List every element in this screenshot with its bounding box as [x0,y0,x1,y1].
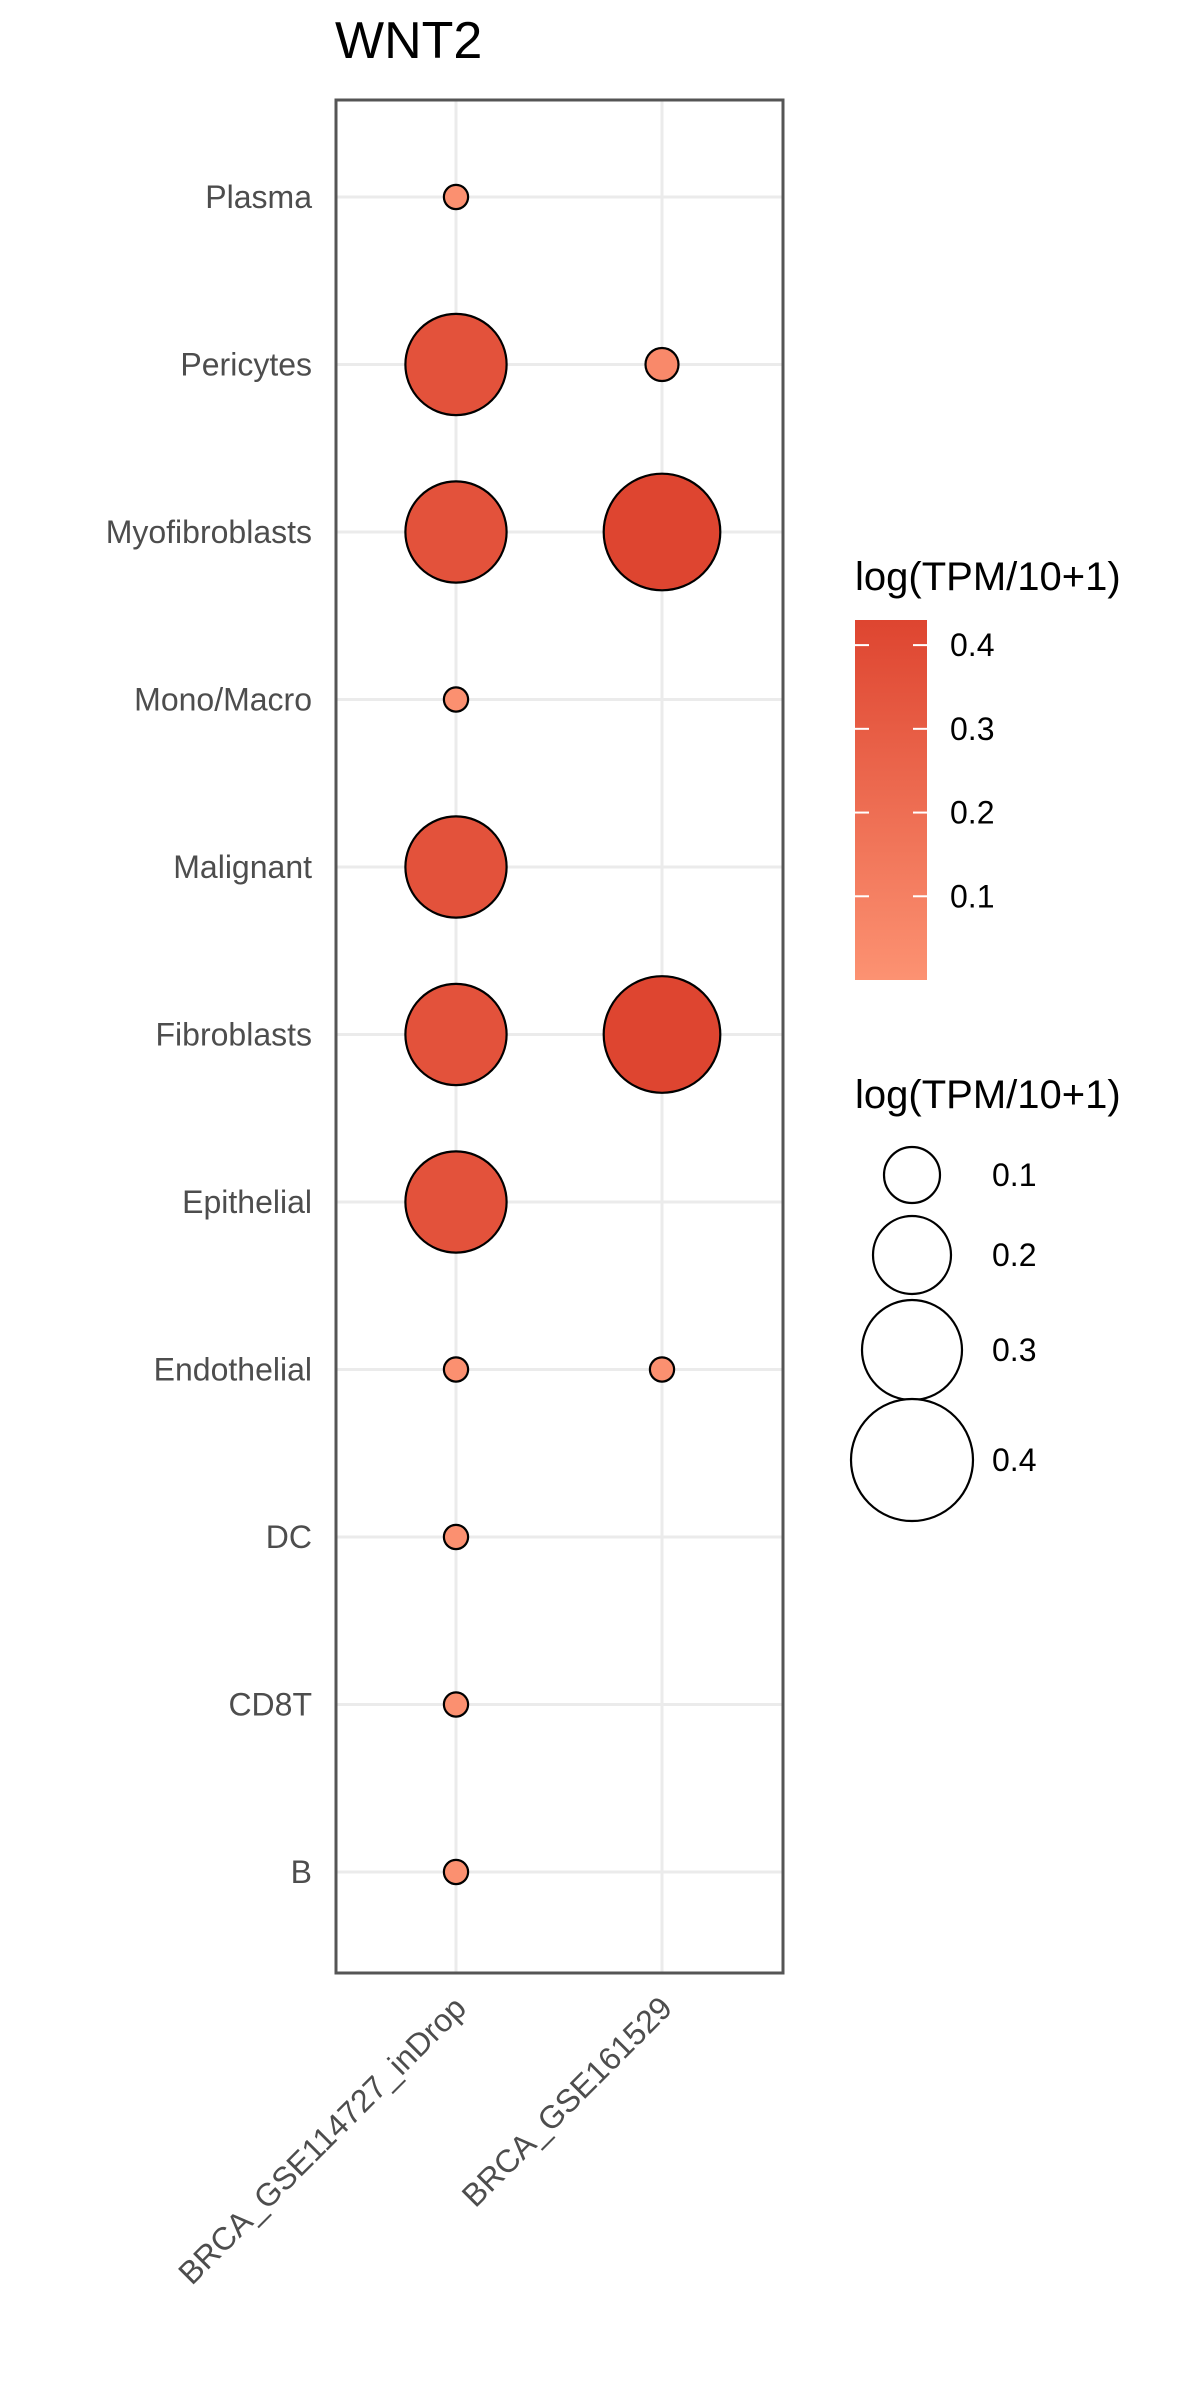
y-tick-label: Malignant [173,849,312,885]
size-legend: log(TPM/10+1) 0.1 0.2 0.3 0.4 [849,1073,1121,1523]
data-point [648,1356,676,1383]
y-tick-label: Endothelial [154,1352,312,1388]
y-tick-label: Fibroblasts [156,1017,313,1053]
data-point [442,1858,470,1886]
data-point [442,686,470,713]
y-axis-labels: Plasma Pericytes Myofibroblasts Mono/Macro M… [106,179,313,1890]
y-tick-label: Epithelial [182,1184,312,1220]
color-legend-label: 0.3 [950,711,994,747]
y-tick-label: Pericytes [180,347,312,383]
data-point [442,1523,470,1551]
size-legend-circle [871,1214,953,1296]
color-legend-title: log(TPM/10+1) [855,555,1121,599]
data-point [644,346,680,383]
size-legend-title: log(TPM/10+1) [855,1073,1121,1117]
y-tick-label: B [291,1854,312,1890]
data-points [404,183,722,1886]
data-point [442,1356,470,1383]
data-point [404,982,508,1087]
color-legend: log(TPM/10+1) 0.1 0.2 0.3 0.4 [855,555,1121,980]
chart-title: WNT2 [335,12,482,70]
data-point [404,815,508,919]
data-point [404,480,508,584]
size-legend-label: 0.4 [992,1442,1036,1478]
x-tick-label: BRCA_GSE161529 [455,1989,679,2213]
data-point [602,472,722,592]
color-legend-label: 0.2 [950,795,994,831]
size-legend-label: 0.2 [992,1237,1036,1273]
y-tick-label: CD8T [228,1687,312,1723]
y-tick-label: DC [266,1519,312,1555]
size-legend-label: 0.1 [992,1157,1036,1193]
size-legend-circle [860,1298,964,1402]
y-tick-label: Plasma [205,179,312,215]
size-legend-label: 0.3 [992,1332,1036,1368]
size-legend-circle [849,1397,975,1523]
color-legend-label: 0.1 [950,878,994,914]
data-point [404,312,508,417]
color-bar [855,620,927,980]
data-point [442,183,470,211]
data-point [442,1691,470,1718]
x-tick-label: BRCA_GSE114727_inDrop [171,1989,473,2291]
plot-panel-border [334,98,785,1975]
color-legend-label: 0.4 [950,627,994,663]
y-tick-label: Myofibroblasts [106,514,312,550]
size-legend-circle [882,1145,942,1205]
data-point [404,1150,508,1254]
y-tick-label: Mono/Macro [134,682,312,718]
data-point [602,975,722,1094]
